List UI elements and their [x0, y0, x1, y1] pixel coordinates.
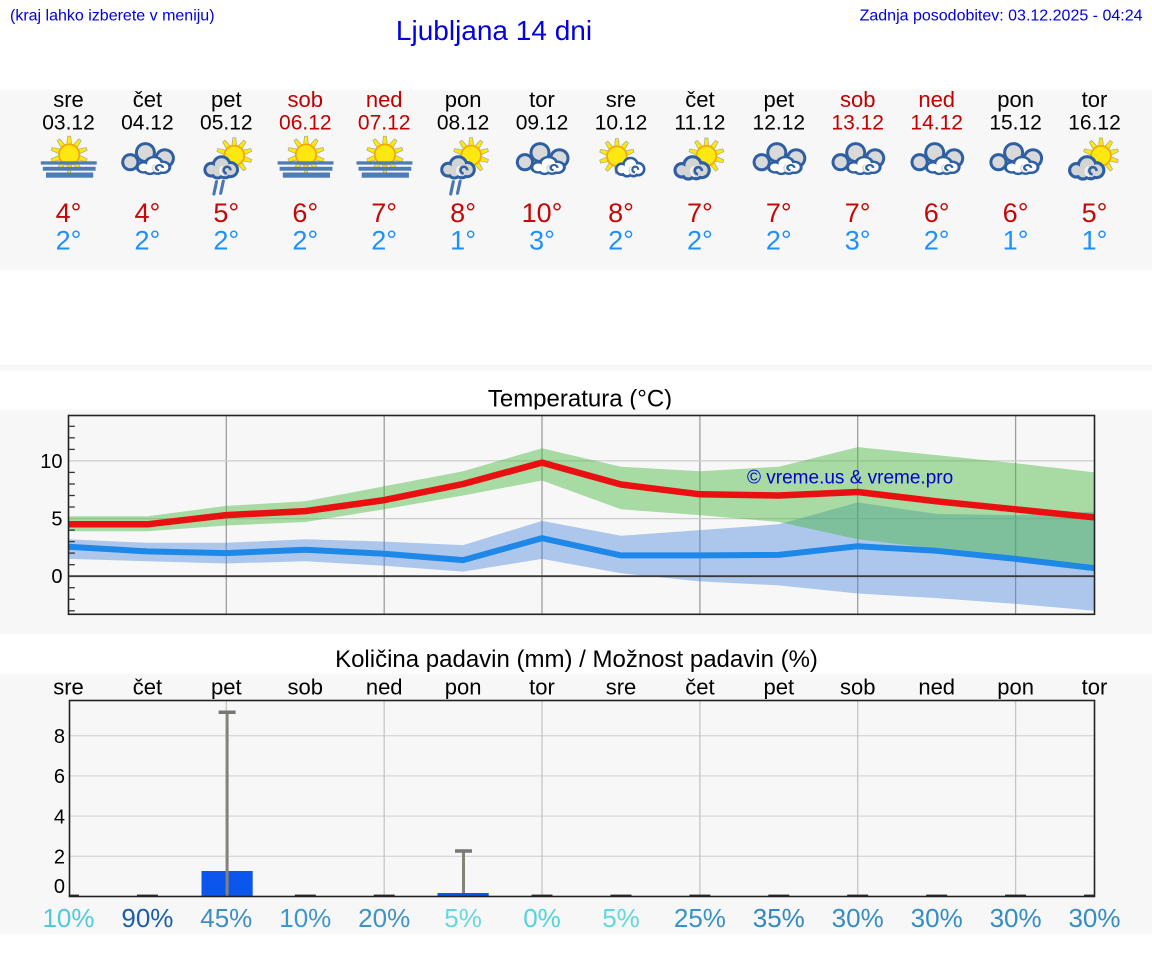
- svg-text:2°: 2°: [924, 225, 950, 255]
- svg-text:2°: 2°: [687, 225, 713, 255]
- svg-text:10.12: 10.12: [595, 111, 648, 134]
- svg-text:tor: tor: [529, 87, 555, 112]
- svg-text:3°: 3°: [529, 225, 555, 255]
- svg-text:1°: 1°: [450, 225, 476, 255]
- svg-text:pet: pet: [211, 87, 242, 112]
- svg-text:20%: 20%: [358, 903, 410, 933]
- svg-text:0%: 0%: [523, 903, 561, 933]
- svg-text:pet: pet: [764, 87, 795, 112]
- svg-text:8: 8: [54, 726, 65, 748]
- svg-text:10: 10: [40, 451, 62, 473]
- svg-text:90%: 90%: [121, 903, 173, 933]
- svg-text:2°: 2°: [608, 225, 634, 255]
- svg-text:pon: pon: [445, 87, 482, 112]
- svg-text:sre: sre: [606, 674, 637, 699]
- svg-text:0: 0: [51, 566, 62, 588]
- svg-text:sre: sre: [606, 87, 637, 112]
- svg-text:sob: sob: [840, 674, 875, 699]
- svg-text:2°: 2°: [56, 225, 82, 255]
- svg-text:05.12: 05.12: [200, 111, 253, 134]
- svg-text:čet: čet: [133, 674, 162, 699]
- svg-text:15.12: 15.12: [989, 111, 1042, 134]
- svg-text:ned: ned: [918, 87, 955, 112]
- svg-text:pon: pon: [997, 87, 1034, 112]
- svg-text:04.12: 04.12: [121, 111, 174, 134]
- svg-text:Količina padavin (mm) / Možnos: Količina padavin (mm) / Možnost padavin …: [335, 646, 818, 673]
- svg-text:08.12: 08.12: [437, 111, 490, 134]
- svg-text:35%: 35%: [753, 903, 805, 933]
- svg-text:5: 5: [51, 509, 62, 531]
- svg-text:5%: 5%: [602, 903, 640, 933]
- svg-text:13.12: 13.12: [831, 111, 884, 134]
- svg-text:4: 4: [54, 806, 65, 828]
- svg-text:tor: tor: [1082, 87, 1108, 112]
- svg-text:sob: sob: [288, 87, 323, 112]
- svg-text:6: 6: [54, 766, 65, 788]
- svg-text:tor: tor: [529, 674, 555, 699]
- svg-text:sob: sob: [840, 87, 875, 112]
- svg-text:pet: pet: [764, 674, 795, 699]
- svg-text:30%: 30%: [911, 903, 963, 933]
- svg-text:25%: 25%: [674, 903, 726, 933]
- svg-text:03.12: 03.12: [42, 111, 95, 134]
- svg-text:12.12: 12.12: [753, 111, 806, 134]
- svg-text:8°: 8°: [450, 198, 476, 228]
- svg-text:2°: 2°: [766, 225, 792, 255]
- svg-text:5°: 5°: [213, 198, 239, 228]
- svg-text:tor: tor: [1082, 674, 1108, 699]
- svg-text:7°: 7°: [766, 198, 792, 228]
- svg-text:2°: 2°: [213, 225, 239, 255]
- svg-text:7°: 7°: [687, 198, 713, 228]
- svg-text:pon: pon: [997, 674, 1034, 699]
- svg-text:Temperatura (°C): Temperatura (°C): [488, 385, 672, 412]
- svg-text:pon: pon: [445, 674, 482, 699]
- svg-text:Ljubljana 14 dni: Ljubljana 14 dni: [396, 15, 592, 46]
- svg-text:pet: pet: [211, 674, 242, 699]
- svg-text:4°: 4°: [56, 198, 82, 228]
- svg-text:07.12: 07.12: [358, 111, 411, 134]
- svg-text:ned: ned: [366, 674, 403, 699]
- svg-text:09.12: 09.12: [516, 111, 569, 134]
- svg-text:7°: 7°: [371, 198, 397, 228]
- svg-text:Zadnja posodobitev: 03.12.2025: Zadnja posodobitev: 03.12.2025 - 04:24: [860, 8, 1143, 25]
- svg-text:2°: 2°: [134, 225, 160, 255]
- svg-text:ned: ned: [366, 87, 403, 112]
- svg-text:1°: 1°: [1082, 225, 1108, 255]
- svg-text:5%: 5%: [444, 903, 482, 933]
- svg-text:čet: čet: [133, 87, 162, 112]
- svg-text:6°: 6°: [292, 198, 318, 228]
- svg-text:10%: 10%: [279, 903, 331, 933]
- svg-text:sre: sre: [53, 674, 84, 699]
- svg-text:30%: 30%: [1068, 903, 1120, 933]
- svg-text:45%: 45%: [200, 903, 252, 933]
- svg-text:11.12: 11.12: [674, 111, 725, 134]
- svg-text:(kraj lahko izberete v meniju): (kraj lahko izberete v meniju): [10, 8, 215, 25]
- svg-text:14.12: 14.12: [910, 111, 963, 134]
- svg-text:0: 0: [54, 876, 65, 898]
- svg-text:sob: sob: [288, 674, 323, 699]
- svg-text:2°: 2°: [371, 225, 397, 255]
- svg-text:8°: 8°: [608, 198, 634, 228]
- svg-text:30%: 30%: [832, 903, 884, 933]
- svg-text:30%: 30%: [990, 903, 1042, 933]
- svg-text:6°: 6°: [1003, 198, 1029, 228]
- svg-text:7°: 7°: [845, 198, 871, 228]
- svg-text:čet: čet: [685, 674, 714, 699]
- svg-text:© vreme.us & vreme.pro: © vreme.us & vreme.pro: [747, 468, 953, 489]
- svg-text:10%: 10%: [42, 903, 94, 933]
- svg-text:3°: 3°: [845, 225, 871, 255]
- svg-text:5°: 5°: [1082, 198, 1108, 228]
- svg-text:16.12: 16.12: [1068, 111, 1121, 134]
- svg-text:2: 2: [54, 847, 65, 869]
- svg-text:sre: sre: [53, 87, 84, 112]
- svg-text:ned: ned: [918, 674, 955, 699]
- svg-text:1°: 1°: [1003, 225, 1029, 255]
- svg-text:06.12: 06.12: [279, 111, 332, 134]
- svg-text:čet: čet: [685, 87, 714, 112]
- svg-text:10°: 10°: [522, 198, 563, 228]
- svg-text:2°: 2°: [292, 225, 318, 255]
- svg-text:6°: 6°: [924, 198, 950, 228]
- svg-text:4°: 4°: [134, 198, 160, 228]
